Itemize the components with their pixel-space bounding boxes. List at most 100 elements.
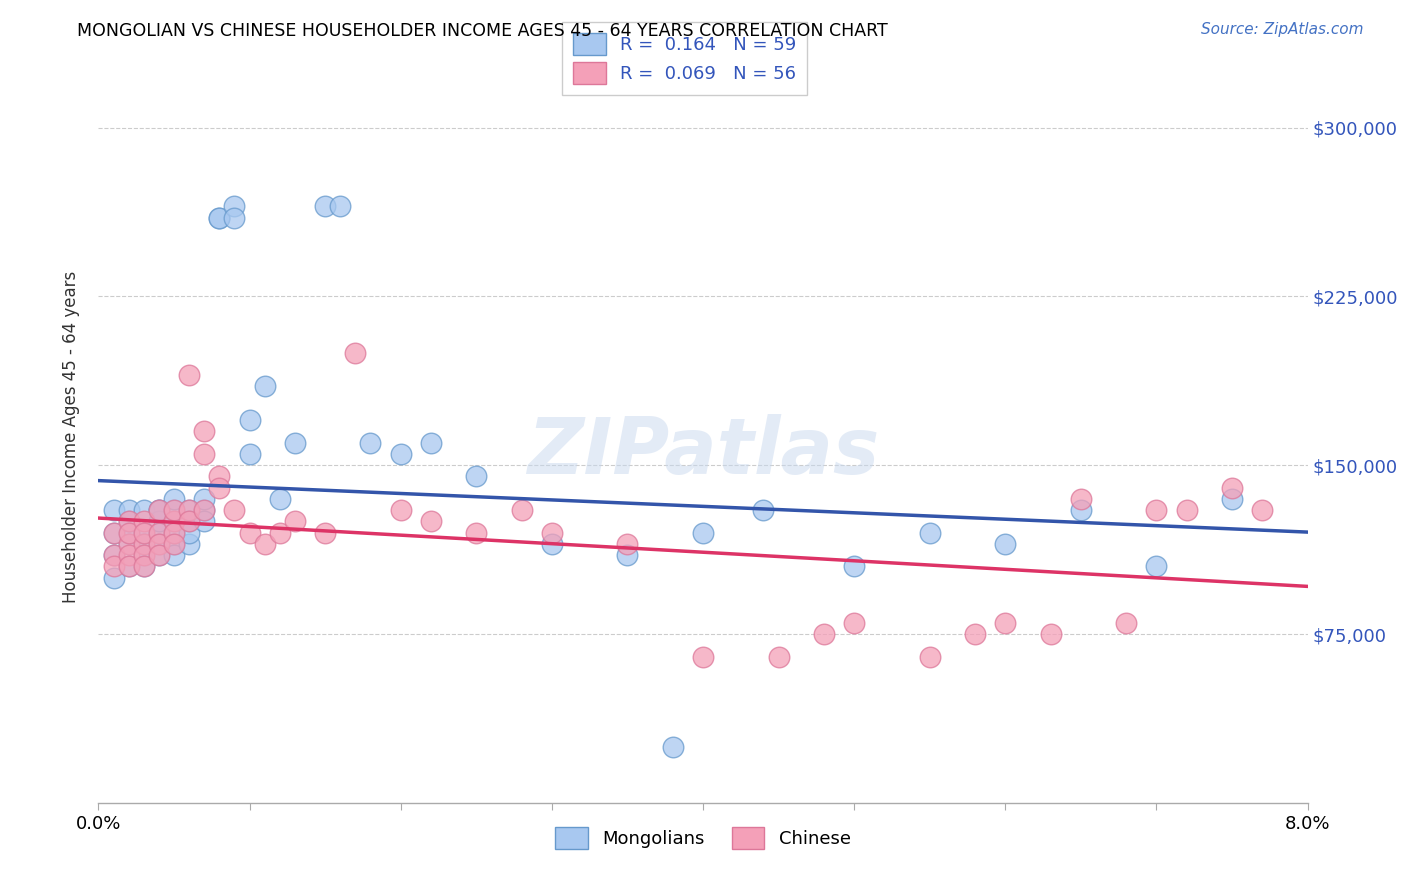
Point xyxy=(132,515,155,529)
Point xyxy=(148,548,170,562)
Point xyxy=(420,435,443,450)
Point xyxy=(163,515,186,529)
Point xyxy=(163,491,186,506)
Point xyxy=(179,525,201,540)
Point xyxy=(540,525,562,540)
Point xyxy=(118,559,141,574)
Point xyxy=(1070,503,1092,517)
Point xyxy=(132,525,155,540)
Point xyxy=(148,503,170,517)
Point xyxy=(329,199,352,213)
Point xyxy=(118,537,141,551)
Point xyxy=(103,525,125,540)
Point xyxy=(132,548,155,562)
Point xyxy=(163,548,186,562)
Point xyxy=(844,615,866,630)
Point xyxy=(1251,503,1274,517)
Point xyxy=(132,559,155,574)
Point xyxy=(752,503,775,517)
Point xyxy=(1070,491,1092,506)
Point xyxy=(239,447,262,461)
Point xyxy=(284,515,307,529)
Point xyxy=(844,559,866,574)
Point xyxy=(239,413,262,427)
Point xyxy=(224,503,246,517)
Point xyxy=(148,525,170,540)
Point xyxy=(118,515,141,529)
Point xyxy=(193,503,215,517)
Point xyxy=(118,537,141,551)
Point xyxy=(148,537,170,551)
Point xyxy=(269,491,291,506)
Point xyxy=(692,649,714,664)
Point xyxy=(1175,503,1198,517)
Point xyxy=(118,548,141,562)
Point xyxy=(163,503,186,517)
Point xyxy=(103,503,125,517)
Point xyxy=(118,525,141,540)
Point xyxy=(616,548,638,562)
Point xyxy=(918,649,941,664)
Point xyxy=(284,435,307,450)
Point xyxy=(918,525,941,540)
Point xyxy=(132,503,155,517)
Point xyxy=(179,515,201,529)
Point xyxy=(768,649,790,664)
Point xyxy=(163,503,186,517)
Point xyxy=(193,491,215,506)
Text: MONGOLIAN VS CHINESE HOUSEHOLDER INCOME AGES 45 - 64 YEARS CORRELATION CHART: MONGOLIAN VS CHINESE HOUSEHOLDER INCOME … xyxy=(77,22,889,40)
Point xyxy=(510,503,533,517)
Point xyxy=(193,515,215,529)
Point xyxy=(118,559,141,574)
Point xyxy=(389,447,412,461)
Text: Source: ZipAtlas.com: Source: ZipAtlas.com xyxy=(1201,22,1364,37)
Point xyxy=(148,548,170,562)
Point xyxy=(118,515,141,529)
Point xyxy=(163,537,186,551)
Point xyxy=(132,537,155,551)
Point xyxy=(239,525,262,540)
Point xyxy=(148,515,170,529)
Point xyxy=(163,537,186,551)
Point xyxy=(540,537,562,551)
Point xyxy=(1220,481,1243,495)
Point xyxy=(148,503,170,517)
Point xyxy=(103,559,125,574)
Point xyxy=(1146,503,1168,517)
Point xyxy=(193,503,215,517)
Point xyxy=(103,571,125,585)
Point xyxy=(193,425,215,439)
Legend: Mongolians, Chinese: Mongolians, Chinese xyxy=(548,820,858,856)
Point xyxy=(179,368,201,383)
Point xyxy=(420,515,443,529)
Point xyxy=(148,503,170,517)
Point xyxy=(692,525,714,540)
Point xyxy=(1115,615,1137,630)
Point xyxy=(1146,559,1168,574)
Y-axis label: Householder Income Ages 45 - 64 years: Householder Income Ages 45 - 64 years xyxy=(62,271,80,603)
Point xyxy=(179,515,201,529)
Point xyxy=(132,525,155,540)
Point xyxy=(994,537,1017,551)
Point xyxy=(253,379,276,393)
Point xyxy=(253,537,276,551)
Point xyxy=(163,525,186,540)
Point xyxy=(344,345,367,359)
Point xyxy=(224,211,246,225)
Point xyxy=(1039,627,1062,641)
Point xyxy=(118,525,141,540)
Text: ZIPatlas: ZIPatlas xyxy=(527,414,879,490)
Point xyxy=(148,537,170,551)
Point xyxy=(208,481,231,495)
Point xyxy=(813,627,835,641)
Point xyxy=(208,469,231,483)
Point xyxy=(163,515,186,529)
Point xyxy=(616,537,638,551)
Point xyxy=(179,503,201,517)
Point xyxy=(465,525,488,540)
Point xyxy=(269,525,291,540)
Point xyxy=(465,469,488,483)
Point xyxy=(163,525,186,540)
Point xyxy=(314,199,336,213)
Point xyxy=(118,503,141,517)
